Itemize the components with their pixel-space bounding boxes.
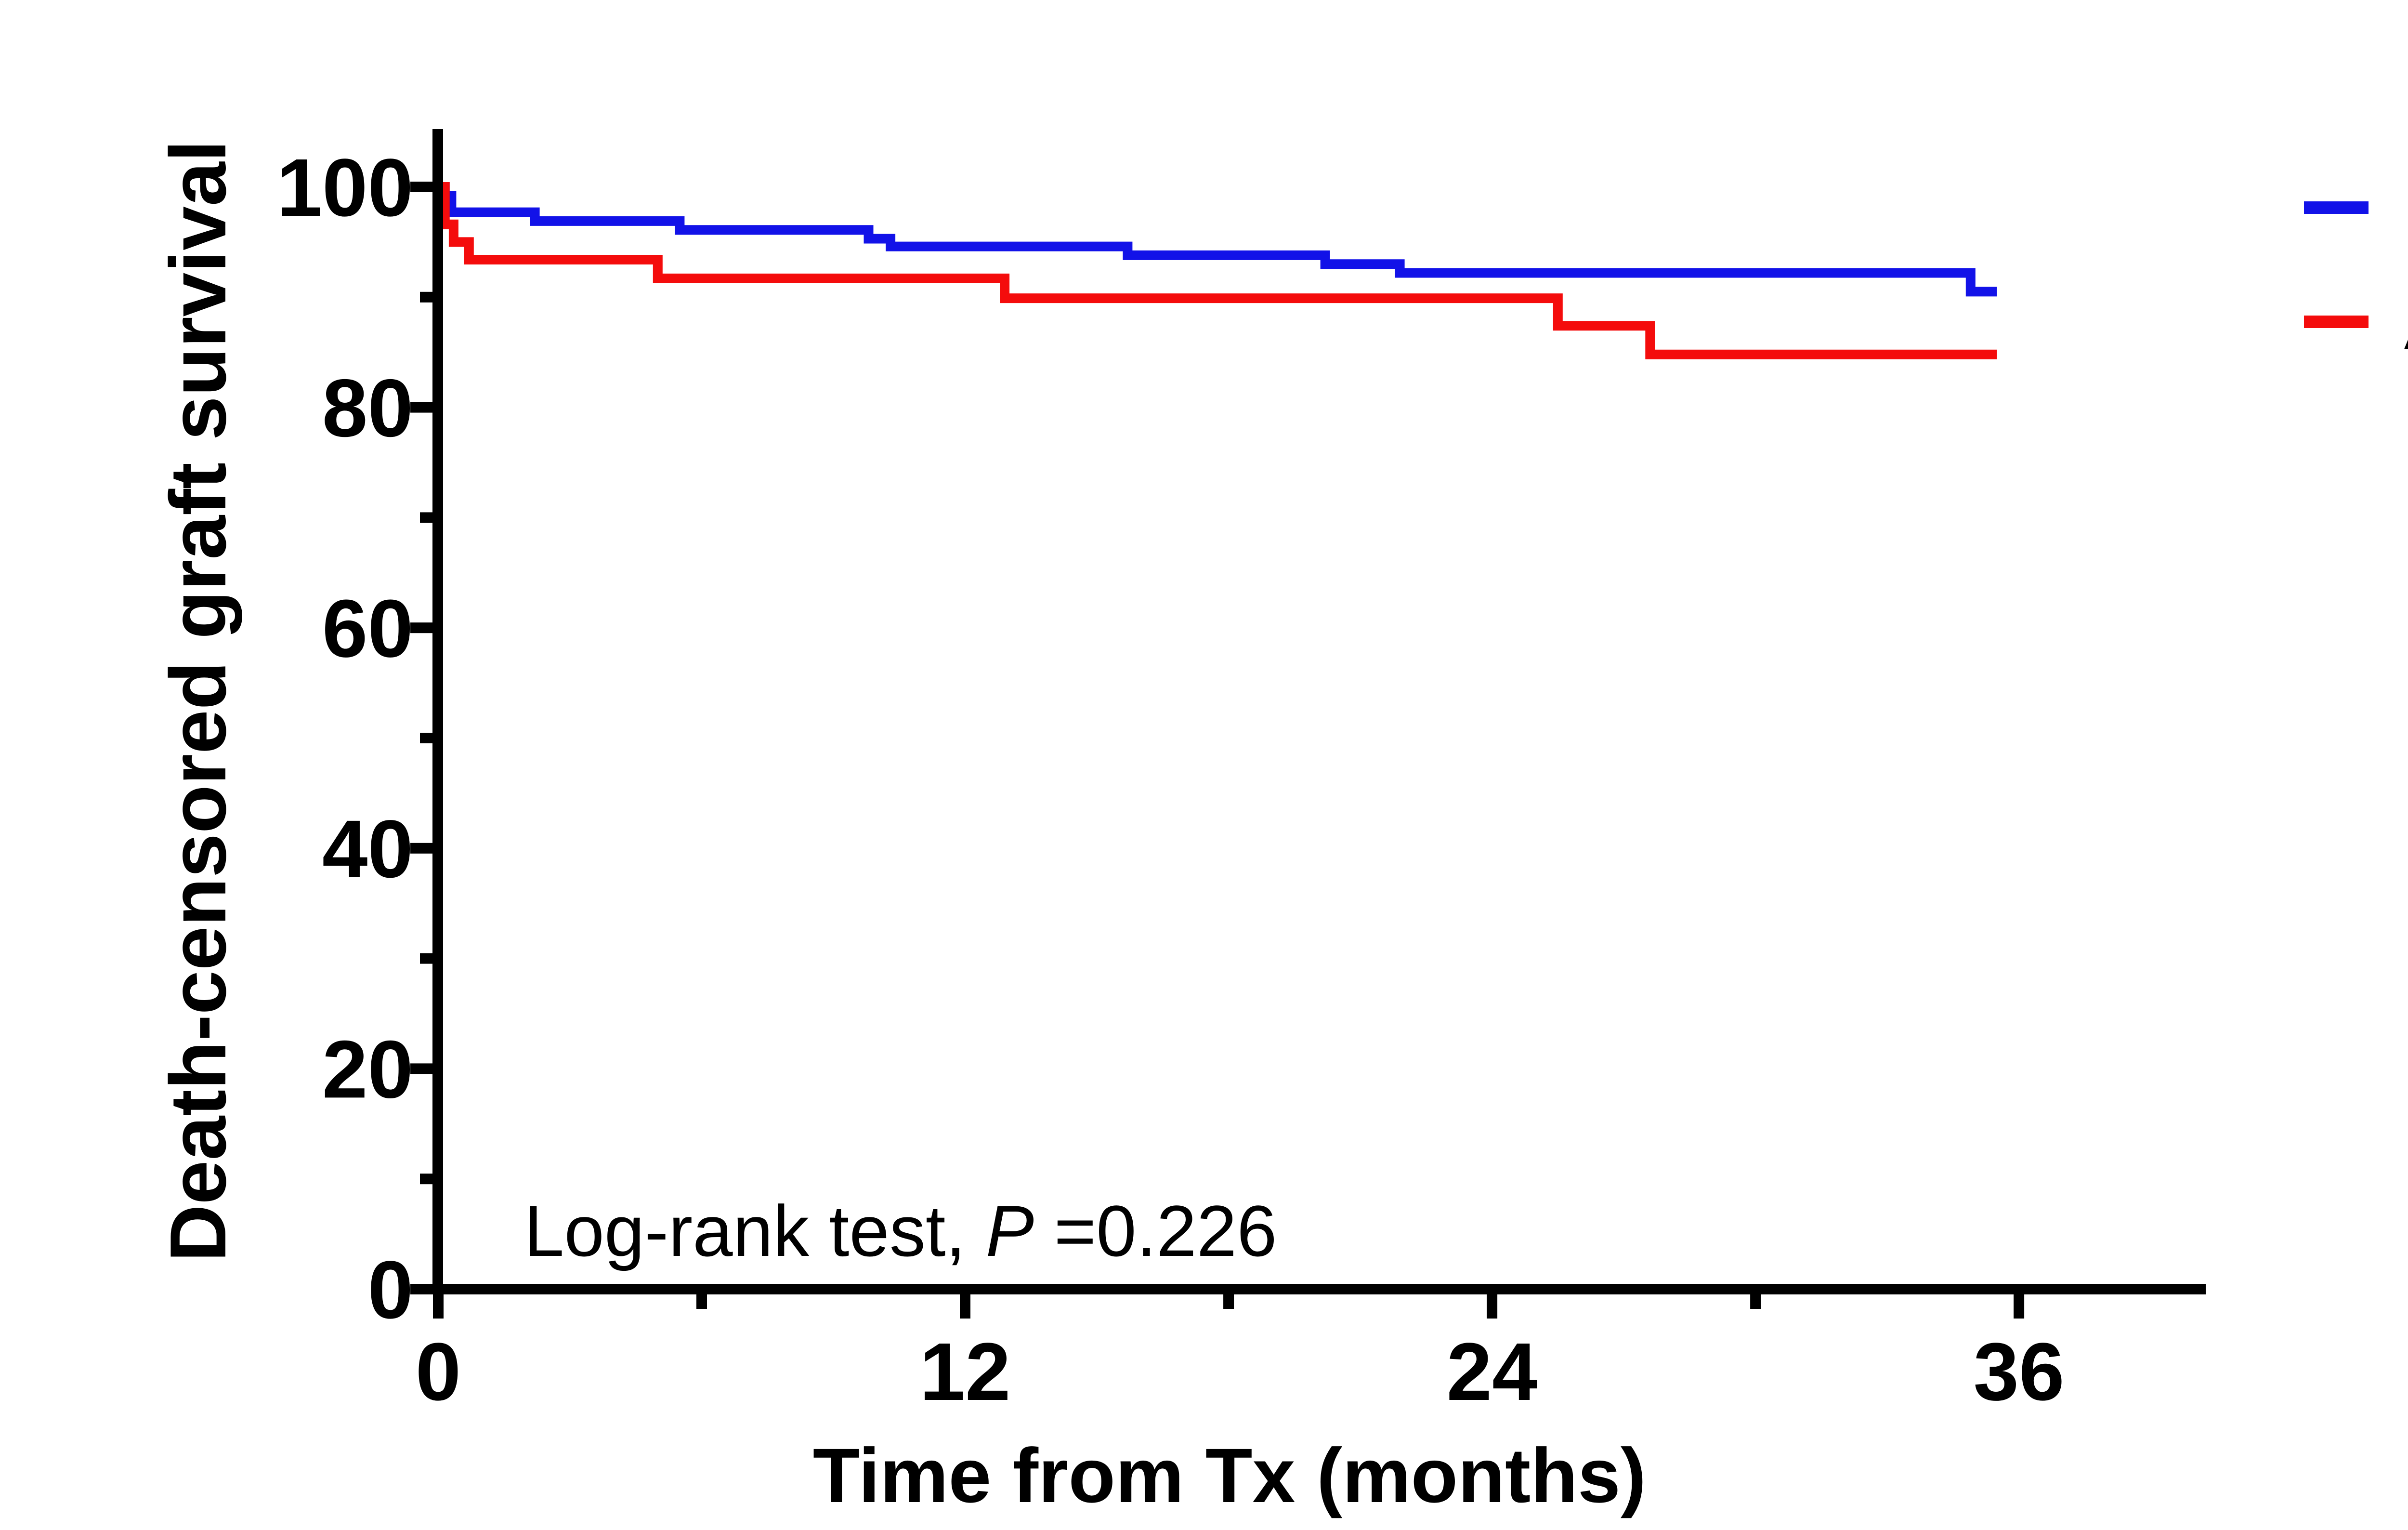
x-major-tick (1487, 1294, 1498, 1319)
y-major-tick (410, 1063, 432, 1074)
y-tick-label: 0 (367, 1244, 413, 1336)
y-minor-tick (420, 1174, 432, 1185)
x-tick-label: 0 (416, 1326, 461, 1418)
x-minor-tick (1750, 1294, 1761, 1309)
annotation-p-value: =0.226 (1054, 1190, 1277, 1271)
y-major-tick (410, 1284, 432, 1294)
log-rank-annotation: Log-rank test, P =0.226 (524, 1190, 1277, 1271)
x-tick-label: 24 (1447, 1326, 1538, 1418)
y-minor-tick (420, 733, 432, 743)
x-major-tick (433, 1294, 444, 1319)
curves-group (438, 182, 1997, 359)
aki-survival-curve (438, 182, 1997, 359)
y-minor-tick (420, 291, 432, 303)
x-major-tick (2014, 1294, 2025, 1319)
y-major-tick (410, 843, 432, 854)
y-minor-tick (420, 512, 432, 523)
x-minor-tick (1223, 1294, 1234, 1309)
annotation-p-symbol: P (986, 1190, 1034, 1271)
y-tick-labels: 100 80 60 40 20 0 (276, 142, 413, 1336)
x-tick-label: 12 (919, 1326, 1010, 1418)
y-tick-label: 60 (322, 583, 413, 674)
x-major-tick (960, 1294, 970, 1319)
legend-label-non-aki: non-AKI (2404, 167, 2408, 251)
y-major-tick (410, 622, 432, 633)
y-axis-line (432, 129, 443, 1294)
y-tick-label: 100 (276, 142, 413, 234)
x-axis-title: Time from Tx (months) (813, 1432, 1646, 1518)
legend-swatch-non-aki (2304, 201, 2369, 214)
non-aki-survival-curve (438, 182, 1997, 297)
y-minor-tick (420, 953, 432, 964)
x-axis-ticks (433, 1294, 2025, 1319)
y-axis-ticks (410, 182, 432, 1294)
y-major-tick (410, 402, 432, 413)
legend-label-aki: AKI (2404, 281, 2408, 365)
annotation-prefix: Log-rank test, (524, 1190, 986, 1271)
y-tick-label: 20 (322, 1024, 413, 1115)
x-tick-labels: 0 12 24 36 (416, 1326, 2065, 1418)
legend: non-AKI AKI (2304, 167, 2408, 365)
y-axis-title: Death-censored graft survival (154, 140, 242, 1262)
y-tick-label: 40 (322, 804, 413, 895)
x-minor-tick (696, 1294, 707, 1309)
legend-swatch-aki (2304, 316, 2369, 328)
y-major-tick (410, 182, 432, 192)
x-tick-label: 36 (1974, 1326, 2065, 1418)
axes-group (410, 129, 2206, 1319)
y-tick-label: 80 (322, 363, 413, 454)
x-axis-line (432, 1284, 2206, 1294)
